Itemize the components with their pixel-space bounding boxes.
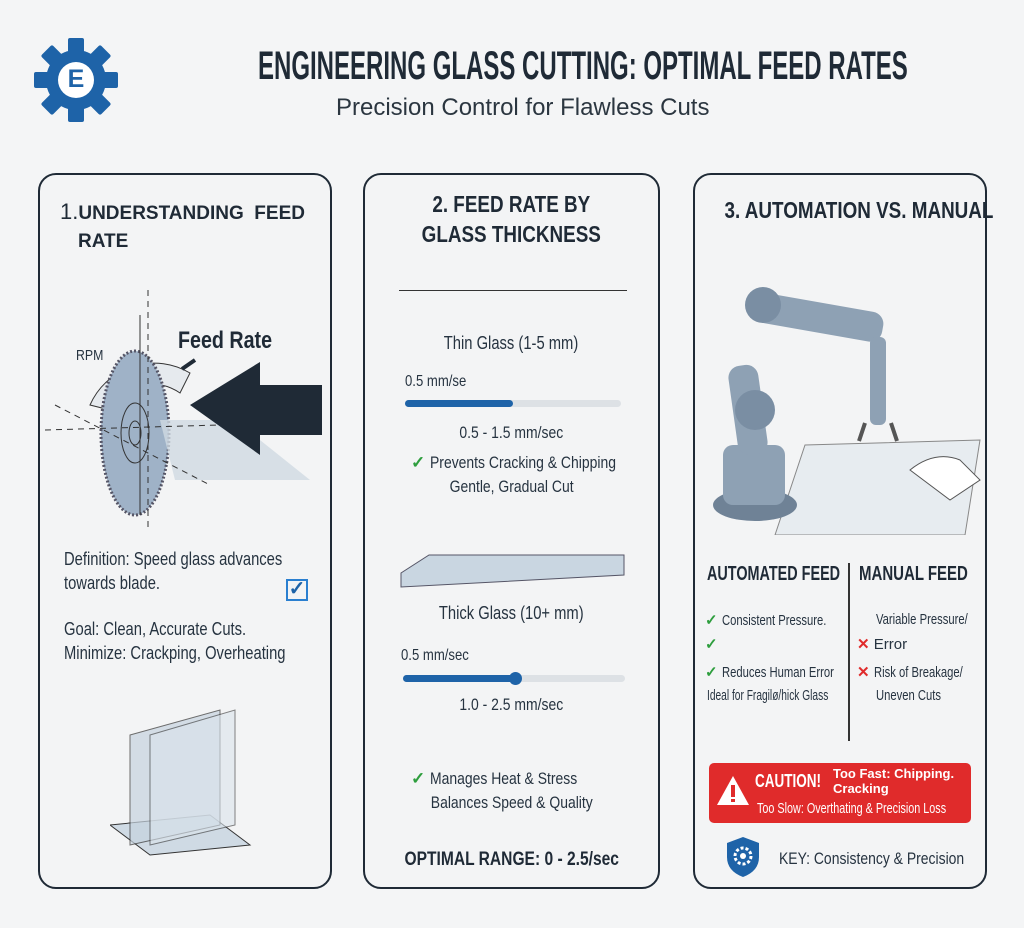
panel3-title: 3. AUTOMATION VS. MANUAL (724, 197, 994, 223)
automated-item-1: Consistent Pressure. (721, 612, 827, 629)
manual-heading: MANUAL FEED (859, 563, 968, 585)
thick-range: 1.0 - 2.5 mm/sec (459, 695, 564, 714)
thin-benefit2: Gentle, Gradual Cut (449, 477, 574, 496)
panel1-title-line1: UNDERSTANDING FEED (78, 203, 305, 224)
optimal-range: OPTIMAL RANGE: 0 - 2.5/sec (404, 849, 619, 870)
logo-letter: E (67, 65, 85, 93)
automated-item-3: Reduces Human Error (721, 664, 834, 681)
column-divider (848, 563, 850, 741)
minimize-text: Minimize: Crackping, Overheating (64, 643, 286, 663)
panel-feed-rate-by-thickness: 2. FEED RATE BY GLASS THICKNESS Thin Gla… (363, 173, 660, 889)
check-icon: ✓ (705, 612, 722, 629)
manual-item-1: Error (873, 636, 908, 653)
thick-value-label: 0.5 mm/sec (401, 647, 469, 664)
automated-heading: AUTOMATED FEED (707, 563, 841, 585)
check-icon: ✓ (411, 769, 430, 788)
manual-line1: Variable Pressure/ (876, 611, 968, 628)
thin-benefit1: Prevents Cracking & Chipping (429, 453, 616, 472)
thick-feed-slider[interactable] (403, 672, 625, 685)
key-text: KEY: Consistency & Precision (779, 849, 965, 868)
automated-extra: Ideal for Fragilø/hick Glass (707, 687, 829, 704)
panel2-title-line2: GLASS THICKNESS (421, 221, 602, 247)
glass-sheets-illustration (110, 709, 252, 856)
warning-icon (717, 776, 749, 805)
definition-line2: towards blade. (64, 573, 161, 593)
x-icon: ✕ (857, 664, 874, 681)
thick-glass-label: Thick Glass (10+ mm) (439, 603, 584, 623)
x-icon: ✕ (857, 636, 874, 653)
slider-thumb[interactable] (509, 672, 523, 685)
thin-glass-label: Thin Glass (1-5 mm) (444, 333, 579, 353)
caution-too-slow: Too Slow: Overthating & Precision Loss (757, 800, 947, 817)
panel2-title-line1: 2. FEED RATE BY (432, 191, 591, 217)
page-subtitle: Precision Control for Flawless Cuts (336, 94, 710, 121)
check-icon: ✓ (705, 664, 722, 681)
thin-range: 0.5 - 1.5 mm/sec (459, 423, 564, 442)
shield-gear-icon (727, 837, 759, 877)
checkbox-icon: ✓ (286, 579, 308, 601)
goal-text: Goal: Clean, Accurate Cuts. (64, 619, 247, 639)
panel1-number: 1. (60, 199, 79, 224)
gear-icon (34, 38, 118, 122)
divider (399, 290, 627, 291)
panel-understanding-feed-rate: 1.UNDERSTANDING FEED RATE RPM Feed Rate … (38, 173, 332, 889)
thin-value-label: 0.5 mm/se (405, 373, 467, 390)
check-icon: ✓ (411, 453, 430, 472)
manual-item-2: Risk of Breakage/ (873, 664, 963, 681)
feed-rate-label: Feed Rate (178, 327, 273, 354)
manual-extra: Uneven Cuts (876, 687, 942, 704)
saw-blade-diagram (44, 290, 322, 530)
panel1-title-line2: RATE (78, 231, 129, 252)
rpm-label: RPM (76, 347, 104, 364)
thick-benefit1: Manages Heat & Stress (429, 769, 578, 788)
definition-line1: Definition: Speed glass advances (64, 549, 283, 569)
panel-automation-vs-manual: 3. AUTOMATION VS. MANUAL AUTOMATED FEED … (693, 173, 993, 889)
caution-too-fast: Too Fast: Chipping. Cracking (833, 766, 955, 796)
glass-plate-illustration (400, 554, 625, 588)
robot-arm-illustration (713, 287, 981, 535)
caution-label: CAUTION! (755, 771, 821, 791)
caution-banner: CAUTION! Too Fast: Chipping. Cracking Too… (709, 763, 971, 823)
page-title: ENGINEERING GLASS CUTTING: OPTIMAL FEED … (258, 44, 908, 88)
thin-feed-bar (405, 400, 621, 407)
thick-benefit2: Balances Speed & Quality (430, 793, 593, 812)
check-icon: ✓ (705, 636, 722, 653)
logo: E (34, 38, 118, 122)
